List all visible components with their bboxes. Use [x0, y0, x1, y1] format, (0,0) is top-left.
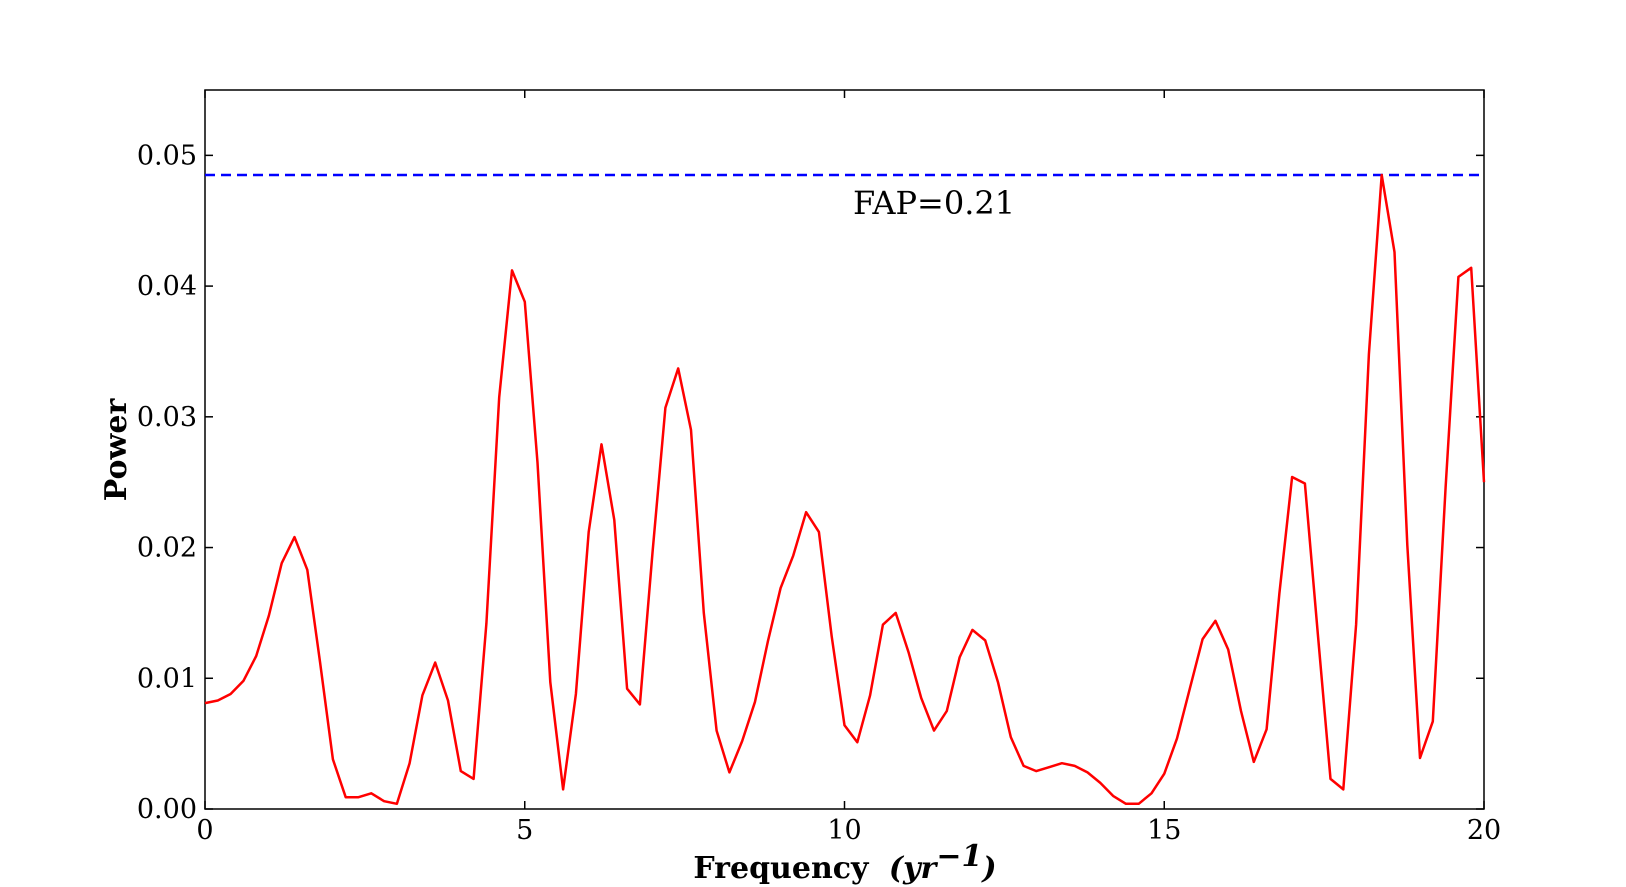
- y-tick-label: 0.05: [137, 140, 197, 171]
- x-tick-label: 5: [516, 815, 533, 846]
- x-axis-unit-exponent: −1: [936, 839, 982, 874]
- power-series-line: [204, 173, 1486, 806]
- plot-frame: [204, 89, 1485, 810]
- x-tick-label: 15: [1147, 815, 1181, 846]
- y-axis-ticks: 0.00 0.01 0.02 0.03 0.04 0.05: [137, 140, 1484, 825]
- fap-annotation: FAP=0.21: [853, 184, 1015, 222]
- x-tick-label: 0: [196, 815, 213, 846]
- x-axis-title: Frequency: [693, 851, 870, 886]
- y-tick-label: 0.04: [137, 271, 197, 302]
- x-axis-ticks: 0 5 10 15 20: [196, 90, 1501, 846]
- x-axis-unit: (yr: [889, 851, 939, 886]
- y-tick-label: 0.00: [137, 794, 197, 825]
- x-tick-label: 10: [827, 815, 861, 846]
- y-tick-label: 0.03: [137, 402, 197, 433]
- x-tick-label: 20: [1467, 815, 1501, 846]
- x-axis-unit-close: ): [980, 851, 996, 886]
- x-axis-label: Frequency (yr−1): [693, 839, 996, 886]
- y-tick-label: 0.01: [137, 663, 197, 694]
- y-axis-label: Power: [99, 398, 134, 502]
- y-tick-label: 0.02: [137, 533, 197, 564]
